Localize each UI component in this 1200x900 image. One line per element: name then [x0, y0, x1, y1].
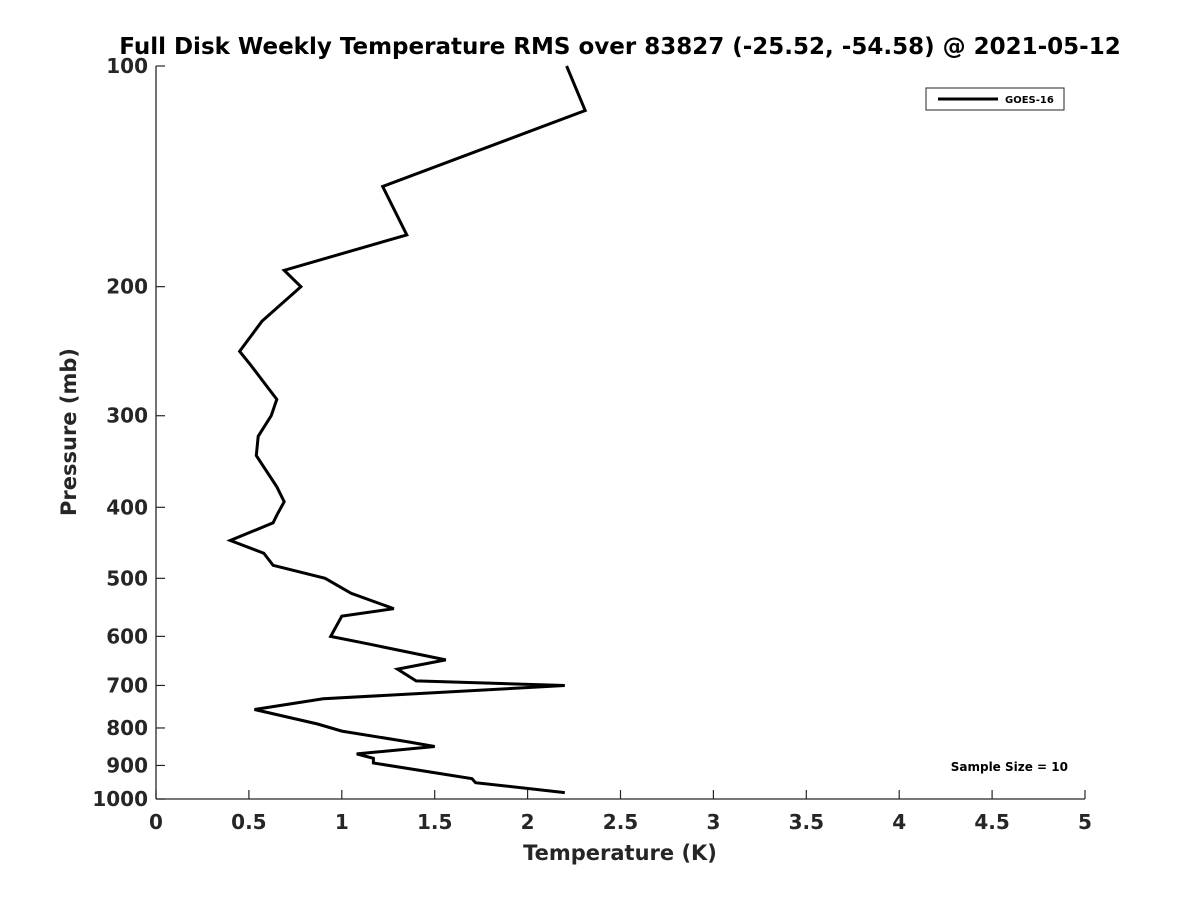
- x-tick-label: 3: [706, 810, 720, 834]
- x-tick-label: 1.5: [417, 810, 452, 834]
- y-tick-label: 600: [106, 624, 148, 648]
- y-tick-label: 100: [106, 54, 148, 78]
- legend-label-goes-16: GOES-16: [1005, 95, 1054, 106]
- y-tick-label: 400: [106, 495, 148, 519]
- x-tick-label: 4: [892, 810, 906, 834]
- chart-title: Full Disk Weekly Temperature RMS over 83…: [119, 34, 1121, 60]
- x-tick-label: 3.5: [789, 810, 824, 834]
- series-layer: [226, 65, 588, 795]
- y-axis-label: Pressure (mb): [57, 348, 81, 516]
- y-tick-label: 1000: [92, 787, 148, 811]
- y-tick-label: 500: [106, 566, 148, 590]
- x-axis-label: Temperature (K): [523, 841, 717, 865]
- y-tick-label: 700: [106, 673, 148, 697]
- y-tick-label: 800: [106, 716, 148, 740]
- y-axis-ticks: 100 200 300 400 500 600 700 800 900 1000: [92, 54, 165, 811]
- x-tick-label: 2: [521, 810, 535, 834]
- sample-size-annotation: Sample Size = 10: [951, 760, 1068, 774]
- plot-area: [156, 66, 1085, 799]
- series-line-goes-16: [226, 65, 588, 795]
- legend: GOES-16: [925, 87, 1065, 111]
- x-tick-label: 2.5: [603, 810, 638, 834]
- y-tick-label: 900: [106, 753, 148, 777]
- x-tick-label: 1: [335, 810, 349, 834]
- y-tick-label: 200: [106, 275, 148, 299]
- y-tick-label: 300: [106, 404, 148, 428]
- x-tick-label: 0: [149, 810, 163, 834]
- x-axis-ticks: 0 0.5 1 1.5 2 2.5 3 3.5 4 4.5 5: [149, 790, 1092, 834]
- x-tick-label: 0.5: [231, 810, 266, 834]
- x-tick-label: 5: [1078, 810, 1092, 834]
- x-tick-label: 4.5: [974, 810, 1009, 834]
